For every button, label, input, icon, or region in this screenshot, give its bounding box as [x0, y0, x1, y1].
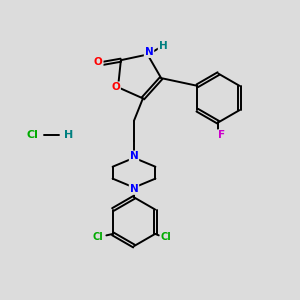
Text: Cl: Cl: [160, 232, 171, 242]
Text: Cl: Cl: [92, 232, 103, 242]
Text: N: N: [145, 47, 153, 57]
Text: Cl: Cl: [27, 130, 38, 140]
Text: H: H: [64, 130, 73, 140]
Text: O: O: [94, 56, 103, 67]
Text: N: N: [130, 151, 138, 161]
Text: H: H: [159, 41, 167, 51]
Text: F: F: [218, 130, 225, 140]
Text: O: O: [111, 82, 120, 92]
Text: N: N: [130, 184, 138, 194]
